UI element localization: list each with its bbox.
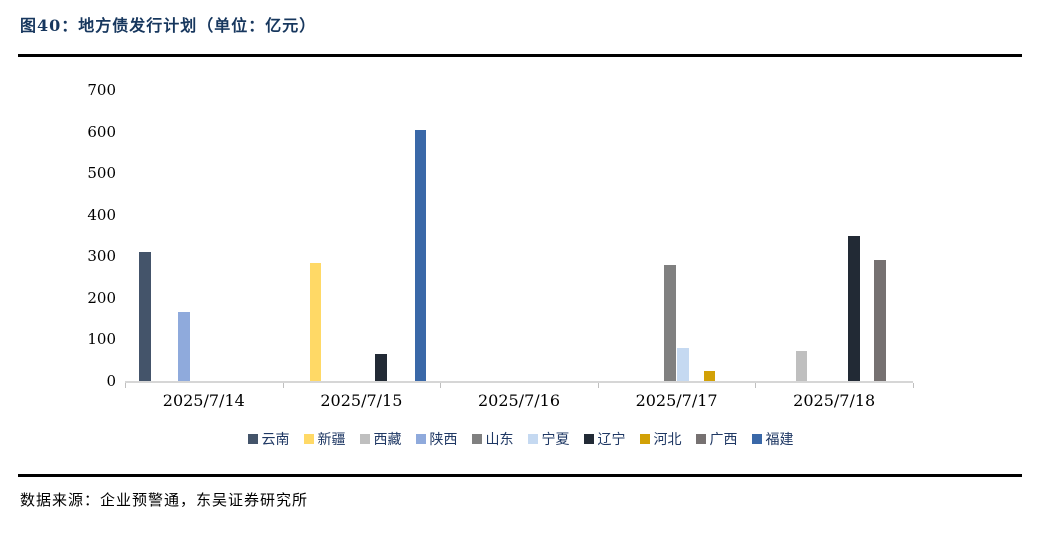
legend-item-ningxia: 宁夏: [527, 429, 570, 449]
legend-item-xinjiang: 新疆: [303, 429, 346, 449]
x-axis-line: [125, 381, 913, 383]
x-axis-label: 2025/7/16: [477, 391, 560, 410]
legend-label-xizang: 西藏: [373, 432, 402, 448]
legend-swatch-shaanxi: [415, 434, 426, 444]
bar-xizang-2025-7-18: [795, 351, 808, 381]
legend-label-shandong: 山东: [485, 432, 514, 448]
y-axis-label: 100: [87, 330, 116, 349]
y-axis-label: 400: [87, 205, 116, 224]
chart-legend: 云南 新疆 西藏 陕西 山东 宁夏 辽宁 河北 广西 福建: [0, 429, 1041, 449]
legend-label-fujian: 福建: [765, 432, 794, 448]
legend-item-yunnan: 云南: [247, 429, 290, 449]
bar-shaanxi-2025-7-14: [178, 312, 190, 381]
bar-ningxia-2025-7-17: [677, 347, 689, 381]
legend-label-shaanxi: 陕西: [429, 432, 458, 448]
bar-fujian-2025-7-15: [414, 130, 427, 381]
top-rule: [18, 54, 1022, 57]
x-axis-tick: [597, 383, 599, 388]
legend-item-shandong: 山东: [471, 429, 514, 449]
bar-yunnan-2025-7-14: [139, 252, 151, 381]
legend-swatch-liaoning: [583, 434, 594, 444]
figure-title: 图40：地方债发行计划（单位：亿元）: [20, 16, 317, 35]
bar-guangxi-2025-7-18: [874, 260, 886, 381]
legend-swatch-yunnan: [247, 434, 258, 444]
bar-liaoning-2025-7-18: [848, 235, 860, 381]
bar-xinjiang-2025-7-15: [309, 262, 322, 381]
legend-item-liaoning: 辽宁: [583, 429, 626, 449]
legend-swatch-fujian: [751, 434, 762, 444]
x-axis-tick: [755, 383, 757, 388]
y-axis-label: 200: [87, 288, 116, 307]
bar-hebei-2025-7-17: [703, 370, 716, 381]
legend-swatch-hebei: [639, 434, 650, 444]
x-axis-label: 2025/7/18: [793, 391, 876, 410]
y-axis-label: 300: [87, 247, 116, 266]
x-axis-tick: [913, 383, 914, 388]
legend-label-liaoning: 辽宁: [597, 432, 626, 448]
y-axis-label: 700: [87, 81, 116, 99]
x-axis-label: 2025/7/17: [635, 391, 718, 410]
legend-item-fujian: 福建: [751, 429, 794, 449]
legend-label-xinjiang: 新疆: [317, 432, 346, 448]
x-axis-tick: [125, 383, 126, 388]
x-axis-tick: [440, 383, 442, 388]
legend-swatch-ningxia: [527, 434, 538, 444]
data-source-text: 数据来源：企业预警通，东吴证券研究所: [20, 491, 309, 509]
bar-liaoning-2025-7-15: [375, 353, 387, 381]
legend-item-hebei: 河北: [639, 429, 682, 449]
legend-item-guangxi: 广西: [695, 429, 738, 449]
legend-swatch-guangxi: [695, 434, 706, 444]
bottom-rule: [18, 474, 1022, 477]
x-axis-tick: [282, 383, 284, 388]
legend-swatch-shandong: [471, 434, 482, 444]
legend-swatch-xizang: [359, 434, 370, 444]
bar-shandong-2025-7-17: [664, 264, 676, 381]
legend-label-ningxia: 宁夏: [541, 432, 570, 448]
legend-label-yunnan: 云南: [261, 432, 290, 448]
legend-swatch-xinjiang: [303, 434, 314, 444]
y-axis-label: 600: [87, 122, 116, 141]
y-axis-label: 500: [87, 164, 116, 183]
x-axis-label: 2025/7/14: [162, 391, 245, 410]
x-axis-label: 2025/7/15: [320, 391, 403, 410]
y-axis-label: 0: [106, 372, 116, 390]
legend-label-hebei: 河北: [653, 432, 682, 448]
legend-item-shaanxi: 陕西: [415, 429, 458, 449]
legend-item-xizang: 西藏: [359, 429, 402, 449]
legend-label-guangxi: 广西: [709, 432, 738, 448]
